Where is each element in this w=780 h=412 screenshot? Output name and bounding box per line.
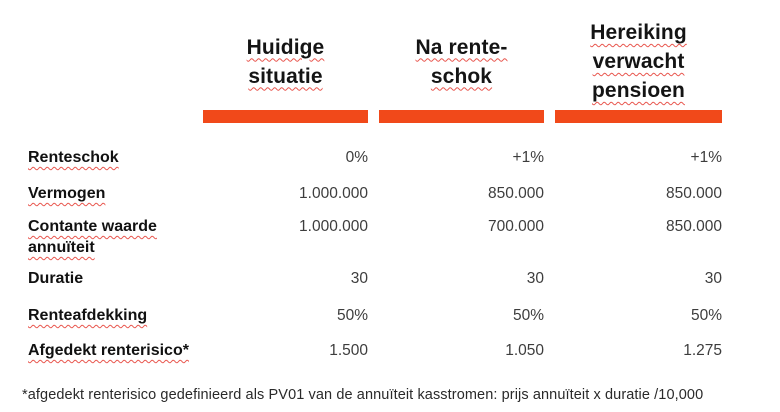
row-label-renteafdekking: Renteafdekking: [28, 307, 148, 324]
cell-value: +1%: [512, 149, 544, 166]
cell-value: +1%: [690, 149, 722, 166]
header-underline-bar: [555, 110, 722, 123]
column-header-huidige-situatie: Huidige situatie: [203, 15, 368, 110]
table-corner-spacer: [28, 15, 192, 110]
bar-row-spacer: [28, 110, 192, 123]
row-label-afgedekt-renterisico: Afgedekt renterisico*: [28, 342, 189, 359]
cell-value: 1.275: [683, 342, 722, 359]
cell-value: 30: [704, 270, 722, 287]
cell-value: 700.000: [487, 218, 544, 235]
cell-value: 50%: [690, 307, 722, 324]
cell-value: 30: [526, 270, 544, 287]
row-label-vermogen: Vermogen: [28, 185, 106, 202]
row-label-renteschok: Renteschok: [28, 149, 119, 166]
column-header-na-renteschok: Na rente-schok: [379, 15, 544, 110]
header-underline-bar: [379, 110, 544, 123]
cell-value: 1.000.000: [299, 218, 368, 235]
header-underline-bar: [203, 110, 368, 123]
cell-value: 50%: [512, 307, 544, 324]
column-header-label: Na rente-schok: [415, 35, 508, 88]
cell-value: 1.000.000: [299, 185, 368, 202]
column-header-label: Hereiking verwacht pensioen: [590, 21, 687, 102]
column-header-hereiking-verwacht-pensioen: Hereiking verwacht pensioen: [555, 15, 722, 110]
pension-scenario-table: Huidige situatie Na rente-schok Hereikin…: [28, 15, 722, 359]
cell-value: 0%: [345, 149, 368, 166]
footnote: *afgedekt renterisico gedefinieerd als P…: [22, 387, 704, 403]
cell-value: 50%: [336, 307, 368, 324]
cell-value: 850.000: [665, 185, 722, 202]
column-header-label: Huidige situatie: [246, 35, 325, 88]
cell-value: 850.000: [487, 185, 544, 202]
row-label-contante-waarde-annuiteit: Contante waarde annuïteit: [28, 218, 157, 257]
cell-value: 1.500: [329, 342, 368, 359]
cell-value: 30: [350, 270, 368, 287]
cell-value: 1.050: [505, 342, 544, 359]
cell-value: 850.000: [665, 218, 722, 235]
row-label-duratie: Duratie: [28, 270, 84, 287]
